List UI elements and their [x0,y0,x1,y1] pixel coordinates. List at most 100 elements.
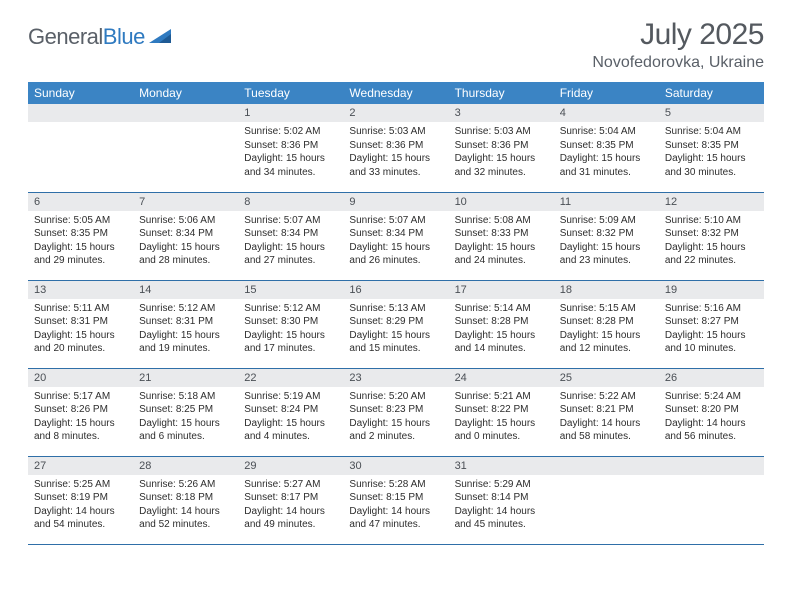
calendar-cell: 31Sunrise: 5:29 AMSunset: 8:14 PMDayligh… [449,456,554,544]
sunset-line: Sunset: 8:23 PM [349,404,423,415]
daylight-line: Daylight: 14 hours and 49 minutes. [244,506,325,531]
day-number: 15 [238,281,343,299]
calendar-cell: 11Sunrise: 5:09 AMSunset: 8:32 PMDayligh… [554,192,659,280]
calendar-cell: 9Sunrise: 5:07 AMSunset: 8:34 PMDaylight… [343,192,448,280]
sunset-line: Sunset: 8:20 PM [665,404,739,415]
day-body: Sunrise: 5:25 AMSunset: 8:19 PMDaylight:… [28,475,133,536]
weekday-header: Sunday [28,82,133,104]
daylight-line: Daylight: 14 hours and 47 minutes. [349,506,430,531]
daylight-line: Daylight: 15 hours and 22 minutes. [665,242,746,267]
logo-triangle-icon [149,27,173,48]
logo-part1: General [28,24,103,49]
sunrise-line: Sunrise: 5:04 AM [560,126,636,137]
sunrise-line: Sunrise: 5:02 AM [244,126,320,137]
daylight-line: Daylight: 15 hours and 0 minutes. [455,418,536,443]
day-body: Sunrise: 5:27 AMSunset: 8:17 PMDaylight:… [238,475,343,536]
day-number: 11 [554,193,659,211]
day-number: 30 [343,457,448,475]
day-body: Sunrise: 5:17 AMSunset: 8:26 PMDaylight:… [28,387,133,448]
daylight-line: Daylight: 15 hours and 2 minutes. [349,418,430,443]
day-number: 29 [238,457,343,475]
sunset-line: Sunset: 8:28 PM [560,316,634,327]
calendar-cell: 13Sunrise: 5:11 AMSunset: 8:31 PMDayligh… [28,280,133,368]
sunrise-line: Sunrise: 5:15 AM [560,303,636,314]
sunset-line: Sunset: 8:15 PM [349,492,423,503]
daylight-line: Daylight: 15 hours and 4 minutes. [244,418,325,443]
sunrise-line: Sunrise: 5:09 AM [560,215,636,226]
day-body: Sunrise: 5:14 AMSunset: 8:28 PMDaylight:… [449,299,554,360]
daylight-line: Daylight: 15 hours and 19 minutes. [139,330,220,355]
sunrise-line: Sunrise: 5:24 AM [665,391,741,402]
sunrise-line: Sunrise: 5:13 AM [349,303,425,314]
calendar-cell: 4Sunrise: 5:04 AMSunset: 8:35 PMDaylight… [554,104,659,192]
day-number [133,104,238,122]
day-body: Sunrise: 5:12 AMSunset: 8:30 PMDaylight:… [238,299,343,360]
header: GeneralBlue July 2025 Novofedorovka, Ukr… [28,18,764,72]
calendar-cell: 24Sunrise: 5:21 AMSunset: 8:22 PMDayligh… [449,368,554,456]
calendar-cell: 25Sunrise: 5:22 AMSunset: 8:21 PMDayligh… [554,368,659,456]
weekday-header: Thursday [449,82,554,104]
day-body: Sunrise: 5:19 AMSunset: 8:24 PMDaylight:… [238,387,343,448]
calendar-cell: 29Sunrise: 5:27 AMSunset: 8:17 PMDayligh… [238,456,343,544]
sunrise-line: Sunrise: 5:21 AM [455,391,531,402]
calendar-cell: 12Sunrise: 5:10 AMSunset: 8:32 PMDayligh… [659,192,764,280]
sunset-line: Sunset: 8:28 PM [455,316,529,327]
day-number: 16 [343,281,448,299]
calendar-cell: 22Sunrise: 5:19 AMSunset: 8:24 PMDayligh… [238,368,343,456]
day-body: Sunrise: 5:26 AMSunset: 8:18 PMDaylight:… [133,475,238,536]
sunset-line: Sunset: 8:34 PM [349,228,423,239]
calendar-cell: 14Sunrise: 5:12 AMSunset: 8:31 PMDayligh… [133,280,238,368]
day-number: 26 [659,369,764,387]
daylight-line: Daylight: 14 hours and 58 minutes. [560,418,641,443]
daylight-line: Daylight: 15 hours and 6 minutes. [139,418,220,443]
day-number: 31 [449,457,554,475]
day-number: 6 [28,193,133,211]
daylight-line: Daylight: 15 hours and 15 minutes. [349,330,430,355]
calendar-cell: 1Sunrise: 5:02 AMSunset: 8:36 PMDaylight… [238,104,343,192]
day-number: 4 [554,104,659,122]
calendar-cell [28,104,133,192]
sunset-line: Sunset: 8:22 PM [455,404,529,415]
daylight-line: Daylight: 15 hours and 20 minutes. [34,330,115,355]
title-block: July 2025 Novofedorovka, Ukraine [592,18,764,72]
sunset-line: Sunset: 8:36 PM [244,140,318,151]
day-number: 9 [343,193,448,211]
sunset-line: Sunset: 8:31 PM [139,316,213,327]
sunrise-line: Sunrise: 5:14 AM [455,303,531,314]
sunrise-line: Sunrise: 5:28 AM [349,479,425,490]
sunset-line: Sunset: 8:34 PM [244,228,318,239]
calendar-cell: 17Sunrise: 5:14 AMSunset: 8:28 PMDayligh… [449,280,554,368]
calendar-cell: 26Sunrise: 5:24 AMSunset: 8:20 PMDayligh… [659,368,764,456]
calendar-cell: 16Sunrise: 5:13 AMSunset: 8:29 PMDayligh… [343,280,448,368]
sunset-line: Sunset: 8:14 PM [455,492,529,503]
day-body: Sunrise: 5:07 AMSunset: 8:34 PMDaylight:… [238,211,343,272]
day-body: Sunrise: 5:04 AMSunset: 8:35 PMDaylight:… [554,122,659,183]
day-body: Sunrise: 5:10 AMSunset: 8:32 PMDaylight:… [659,211,764,272]
day-body [554,475,659,482]
calendar-week-row: 6Sunrise: 5:05 AMSunset: 8:35 PMDaylight… [28,192,764,280]
calendar-cell: 2Sunrise: 5:03 AMSunset: 8:36 PMDaylight… [343,104,448,192]
sunset-line: Sunset: 8:25 PM [139,404,213,415]
day-body: Sunrise: 5:12 AMSunset: 8:31 PMDaylight:… [133,299,238,360]
daylight-line: Daylight: 15 hours and 17 minutes. [244,330,325,355]
day-number: 17 [449,281,554,299]
sunset-line: Sunset: 8:26 PM [34,404,108,415]
day-number: 14 [133,281,238,299]
location: Novofedorovka, Ukraine [592,54,764,72]
day-number [28,104,133,122]
day-number: 28 [133,457,238,475]
sunset-line: Sunset: 8:21 PM [560,404,634,415]
logo-text: GeneralBlue [28,24,145,50]
daylight-line: Daylight: 14 hours and 54 minutes. [34,506,115,531]
calendar-week-row: 27Sunrise: 5:25 AMSunset: 8:19 PMDayligh… [28,456,764,544]
day-body: Sunrise: 5:05 AMSunset: 8:35 PMDaylight:… [28,211,133,272]
calendar-cell: 8Sunrise: 5:07 AMSunset: 8:34 PMDaylight… [238,192,343,280]
day-body: Sunrise: 5:03 AMSunset: 8:36 PMDaylight:… [449,122,554,183]
sunrise-line: Sunrise: 5:08 AM [455,215,531,226]
sunset-line: Sunset: 8:34 PM [139,228,213,239]
day-body: Sunrise: 5:29 AMSunset: 8:14 PMDaylight:… [449,475,554,536]
sunrise-line: Sunrise: 5:03 AM [455,126,531,137]
sunset-line: Sunset: 8:36 PM [349,140,423,151]
sunset-line: Sunset: 8:35 PM [560,140,634,151]
calendar-cell: 3Sunrise: 5:03 AMSunset: 8:36 PMDaylight… [449,104,554,192]
